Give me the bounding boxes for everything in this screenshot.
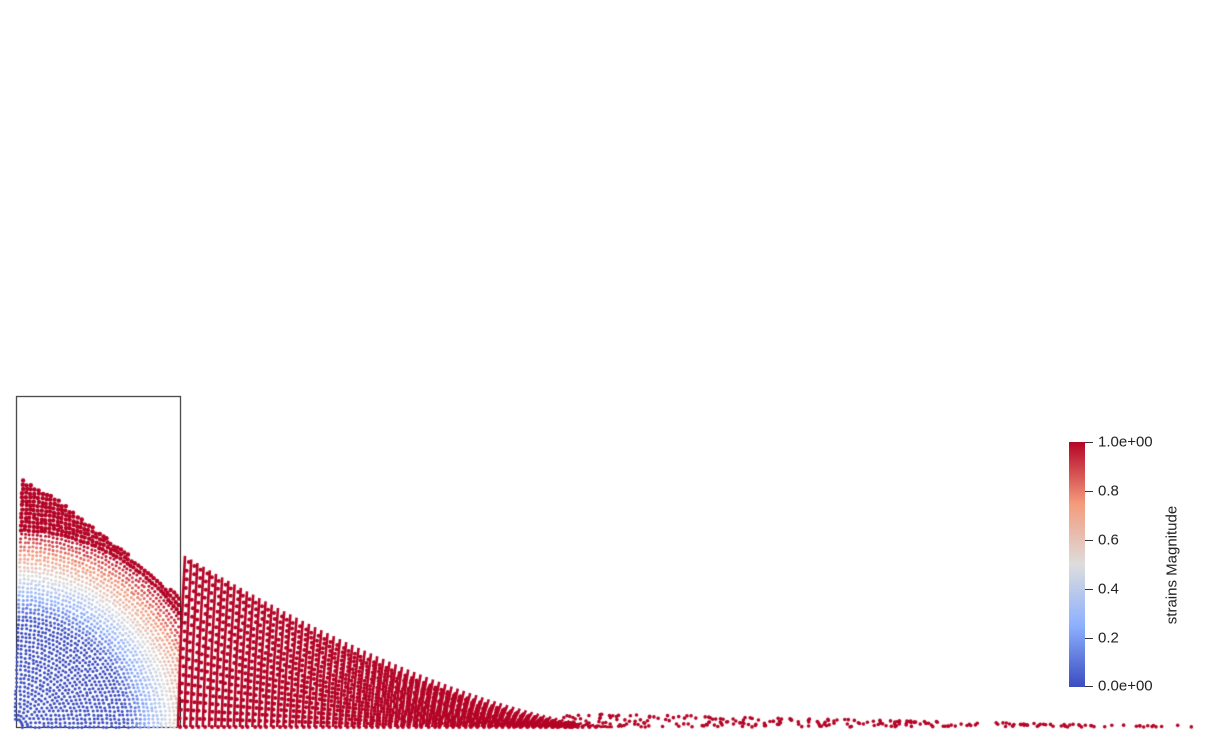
tick-label-max: 1.0e+00 [1098, 433, 1153, 451]
tick-mark [1085, 442, 1093, 443]
tick-label: 0.8 [1098, 482, 1119, 500]
tick-mark [1085, 638, 1093, 639]
tick-label: 0.6 [1098, 531, 1119, 549]
tick-mark [1085, 491, 1093, 492]
tick-mark [1085, 540, 1093, 541]
tick-label: 0.2 [1098, 629, 1119, 647]
tick-mark [1085, 686, 1093, 687]
tick-mark [1085, 589, 1093, 590]
tick-label-min: 0.0e+00 [1098, 677, 1153, 695]
colorbar-title: strains Magnitude [1163, 505, 1181, 625]
tick-label: 0.4 [1098, 580, 1119, 598]
colorbar-gradient [1069, 442, 1085, 687]
